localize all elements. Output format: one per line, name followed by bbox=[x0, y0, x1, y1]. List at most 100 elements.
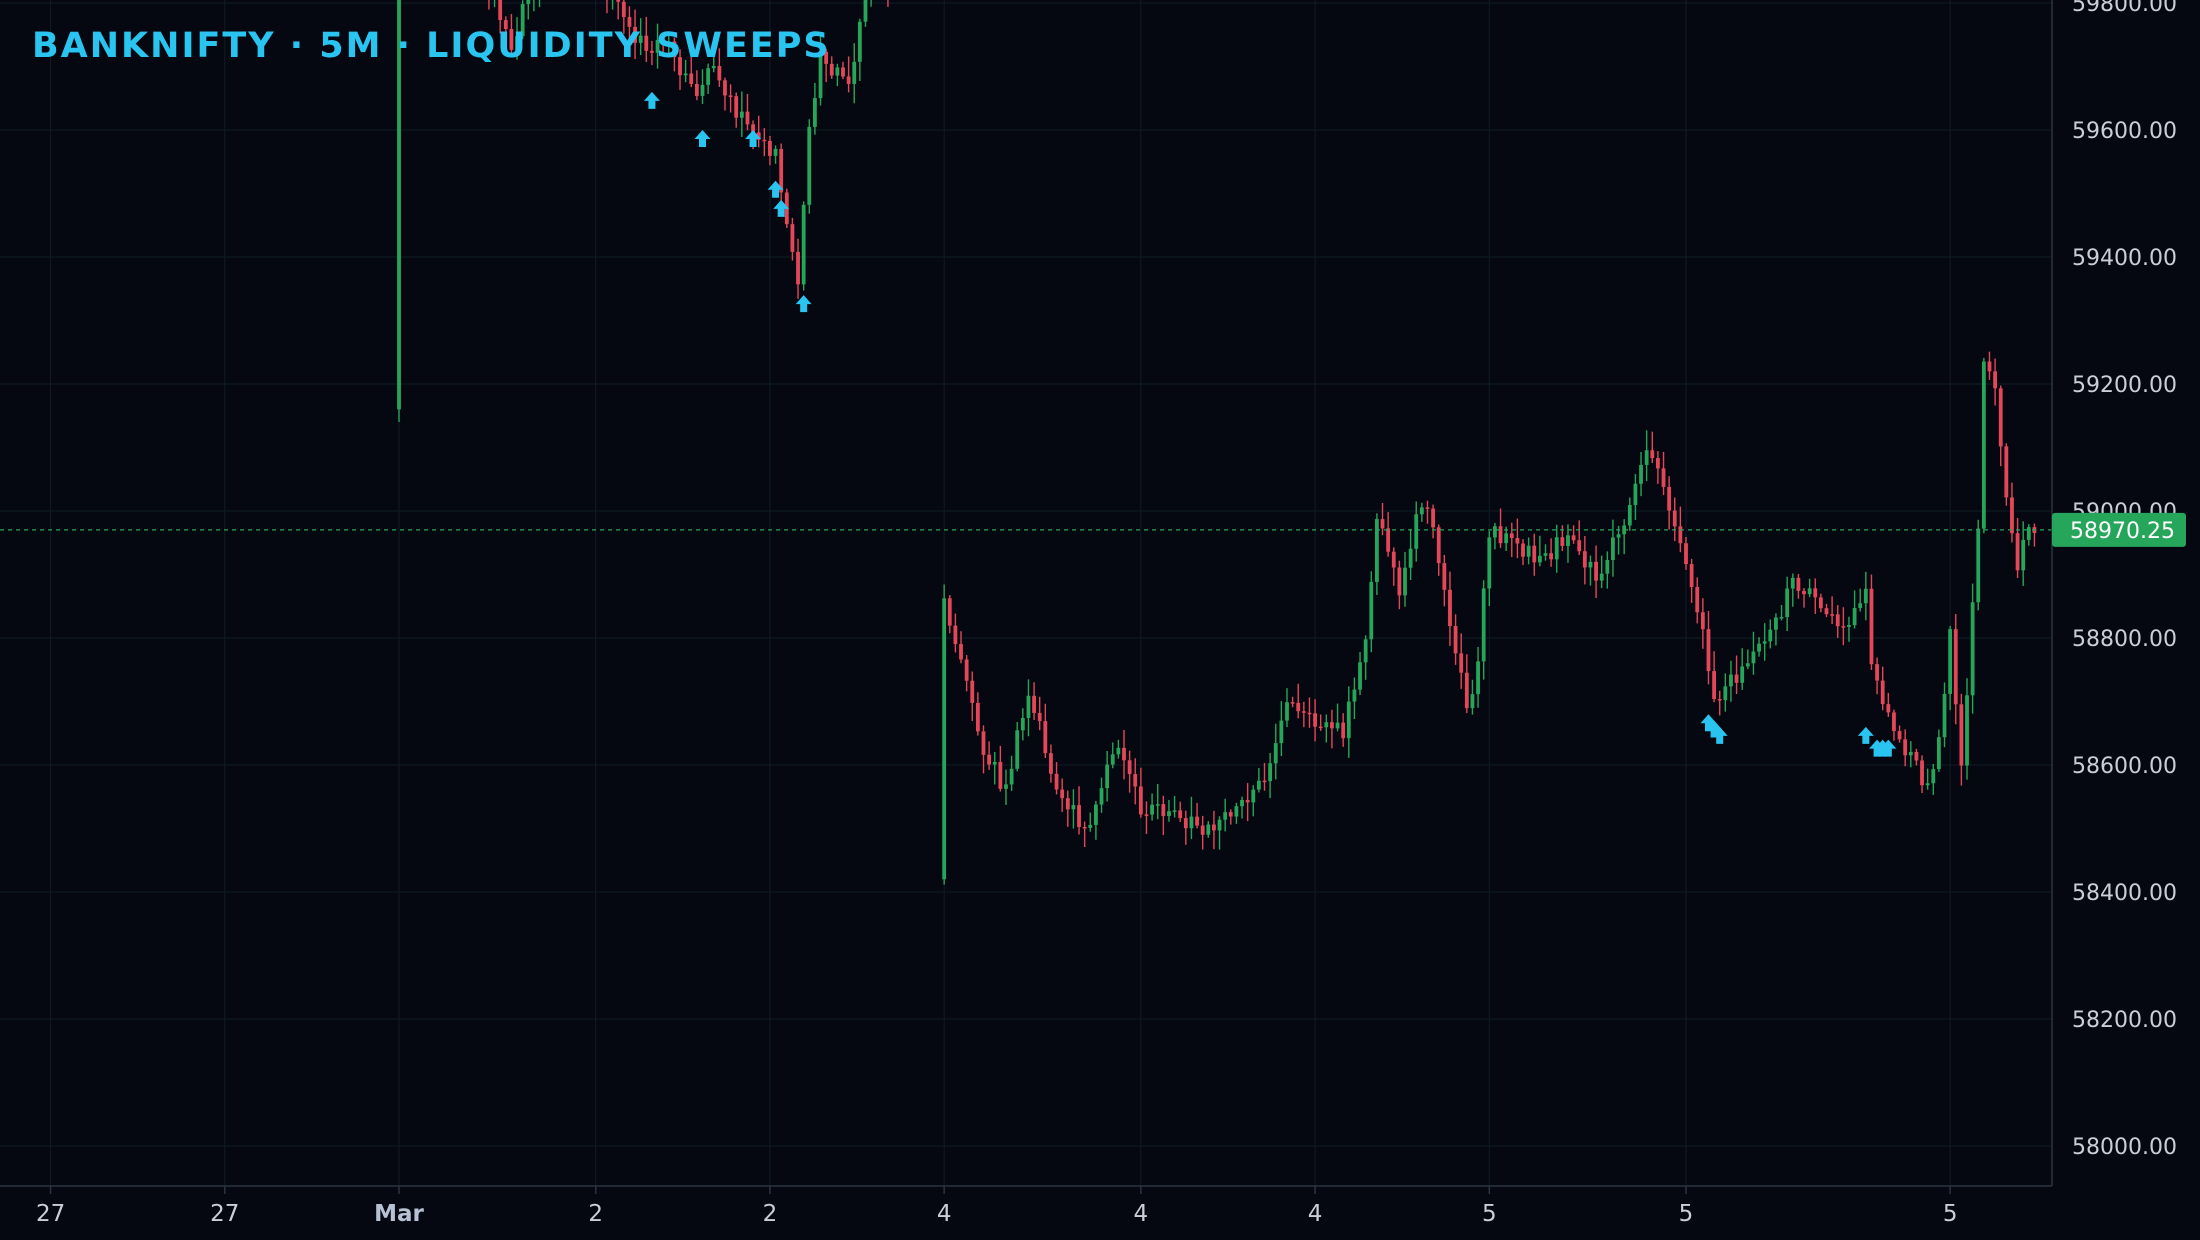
candle-body bbox=[807, 126, 812, 205]
x-tick-label: 4 bbox=[1308, 1201, 1323, 1227]
candle-body bbox=[1043, 721, 1048, 754]
candle-body bbox=[1442, 563, 1447, 590]
candle-body bbox=[1397, 567, 1402, 596]
x-tick-label: 5 bbox=[1679, 1201, 1694, 1227]
candle-body bbox=[666, 41, 671, 44]
candle-body bbox=[841, 67, 845, 77]
sweep-arrow-icon bbox=[1857, 726, 1874, 744]
candle-body bbox=[1369, 581, 1374, 640]
candle-body bbox=[2015, 533, 2020, 571]
candle-body bbox=[1127, 760, 1132, 775]
sweep-arrow-icon bbox=[1880, 739, 1897, 757]
candle-body bbox=[728, 95, 733, 97]
candle-body bbox=[1313, 713, 1317, 727]
grid-lines bbox=[0, 0, 2052, 1186]
candle-body bbox=[987, 754, 992, 765]
candle-body bbox=[790, 224, 795, 252]
candle-body bbox=[1493, 526, 1497, 538]
candle-body bbox=[1611, 537, 1615, 561]
x-tick-label: 27 bbox=[36, 1201, 65, 1227]
candle-body bbox=[627, 17, 632, 27]
candle-body bbox=[1228, 812, 1233, 817]
candle-body bbox=[1133, 774, 1138, 787]
candle-body bbox=[1920, 760, 1924, 786]
candle-body bbox=[1476, 661, 1480, 695]
candle-body bbox=[1071, 805, 1076, 810]
candle-body bbox=[1689, 564, 1694, 587]
candle-body bbox=[959, 644, 963, 660]
candle-body bbox=[1256, 780, 1261, 790]
candle-body bbox=[1908, 751, 1913, 756]
candle-body bbox=[1835, 614, 1840, 627]
candle-body bbox=[773, 148, 778, 156]
candle-body bbox=[1065, 798, 1070, 810]
candle-body bbox=[1684, 543, 1688, 565]
candle-body bbox=[818, 51, 823, 99]
candle-body bbox=[1959, 704, 1964, 766]
candle-body bbox=[1802, 590, 1806, 595]
candle-body bbox=[1976, 528, 1981, 603]
candle-body bbox=[1487, 537, 1492, 589]
candle-body bbox=[1757, 643, 1761, 652]
candle-body bbox=[1880, 680, 1885, 705]
candle-body bbox=[526, 0, 531, 5]
candle-body bbox=[1903, 739, 1908, 756]
candle-body bbox=[1324, 722, 1329, 728]
candle-body bbox=[1195, 816, 1199, 826]
candle-body bbox=[644, 35, 649, 51]
candle-body bbox=[1318, 726, 1323, 729]
candle-body bbox=[1380, 519, 1385, 529]
candle-body bbox=[515, 36, 519, 50]
sweep-arrow-icon bbox=[1706, 720, 1723, 738]
candle-body bbox=[1948, 629, 1953, 694]
candle-body bbox=[1352, 689, 1357, 702]
candle-body bbox=[1599, 573, 1604, 581]
candle-body bbox=[1863, 588, 1868, 604]
y-tick-label: 58800.00 bbox=[2072, 627, 2177, 652]
candle-body bbox=[1240, 799, 1244, 807]
candle-body bbox=[964, 659, 969, 681]
candle-body bbox=[756, 132, 761, 140]
candle-body bbox=[1869, 588, 1874, 665]
sweep-arrow-icon bbox=[745, 130, 762, 147]
candle-body bbox=[1942, 693, 1947, 738]
candle-body bbox=[1537, 555, 1542, 563]
y-tick-label: 58600.00 bbox=[2072, 754, 2177, 779]
sweep-arrow-icon bbox=[1711, 726, 1728, 744]
candle-body bbox=[1582, 551, 1587, 568]
candle-body bbox=[1656, 458, 1660, 469]
candle-body bbox=[1953, 629, 1958, 705]
candle-body bbox=[1571, 535, 1576, 541]
candle-body bbox=[1509, 533, 1514, 539]
x-axis-ticks: 27 27 Mar 2 2 4 4 4 5 5 5 bbox=[36, 1186, 1957, 1227]
candle-body bbox=[1150, 804, 1154, 815]
candle-body bbox=[1105, 764, 1110, 789]
sweep-markers bbox=[643, 91, 1897, 757]
candle-body bbox=[1285, 702, 1289, 721]
candle-body bbox=[717, 66, 722, 81]
candle-body bbox=[1740, 666, 1745, 683]
x-tick-label: 27 bbox=[210, 1201, 239, 1227]
candle-body bbox=[1745, 663, 1750, 667]
candle-body bbox=[1700, 612, 1705, 630]
candle-body bbox=[397, 0, 401, 410]
candle-body bbox=[2010, 497, 2014, 534]
candle-body bbox=[1245, 799, 1250, 803]
candle-body bbox=[1122, 747, 1126, 761]
candle-body bbox=[1796, 577, 1801, 591]
candle-body bbox=[947, 598, 952, 626]
candle-body bbox=[509, 29, 514, 50]
candle-body bbox=[1346, 701, 1351, 739]
candle-body bbox=[1852, 607, 1857, 626]
candle-body bbox=[824, 51, 829, 64]
candle-body bbox=[992, 761, 997, 765]
candle-body bbox=[1470, 694, 1475, 709]
candle-body bbox=[1554, 537, 1559, 560]
candle-body bbox=[1706, 629, 1711, 672]
candle-body bbox=[1734, 674, 1739, 683]
candle-body bbox=[1375, 519, 1379, 582]
candle-body bbox=[1790, 577, 1795, 589]
candle-body bbox=[1037, 712, 1042, 722]
candle-body bbox=[1363, 639, 1368, 663]
candle-body bbox=[1060, 789, 1065, 799]
